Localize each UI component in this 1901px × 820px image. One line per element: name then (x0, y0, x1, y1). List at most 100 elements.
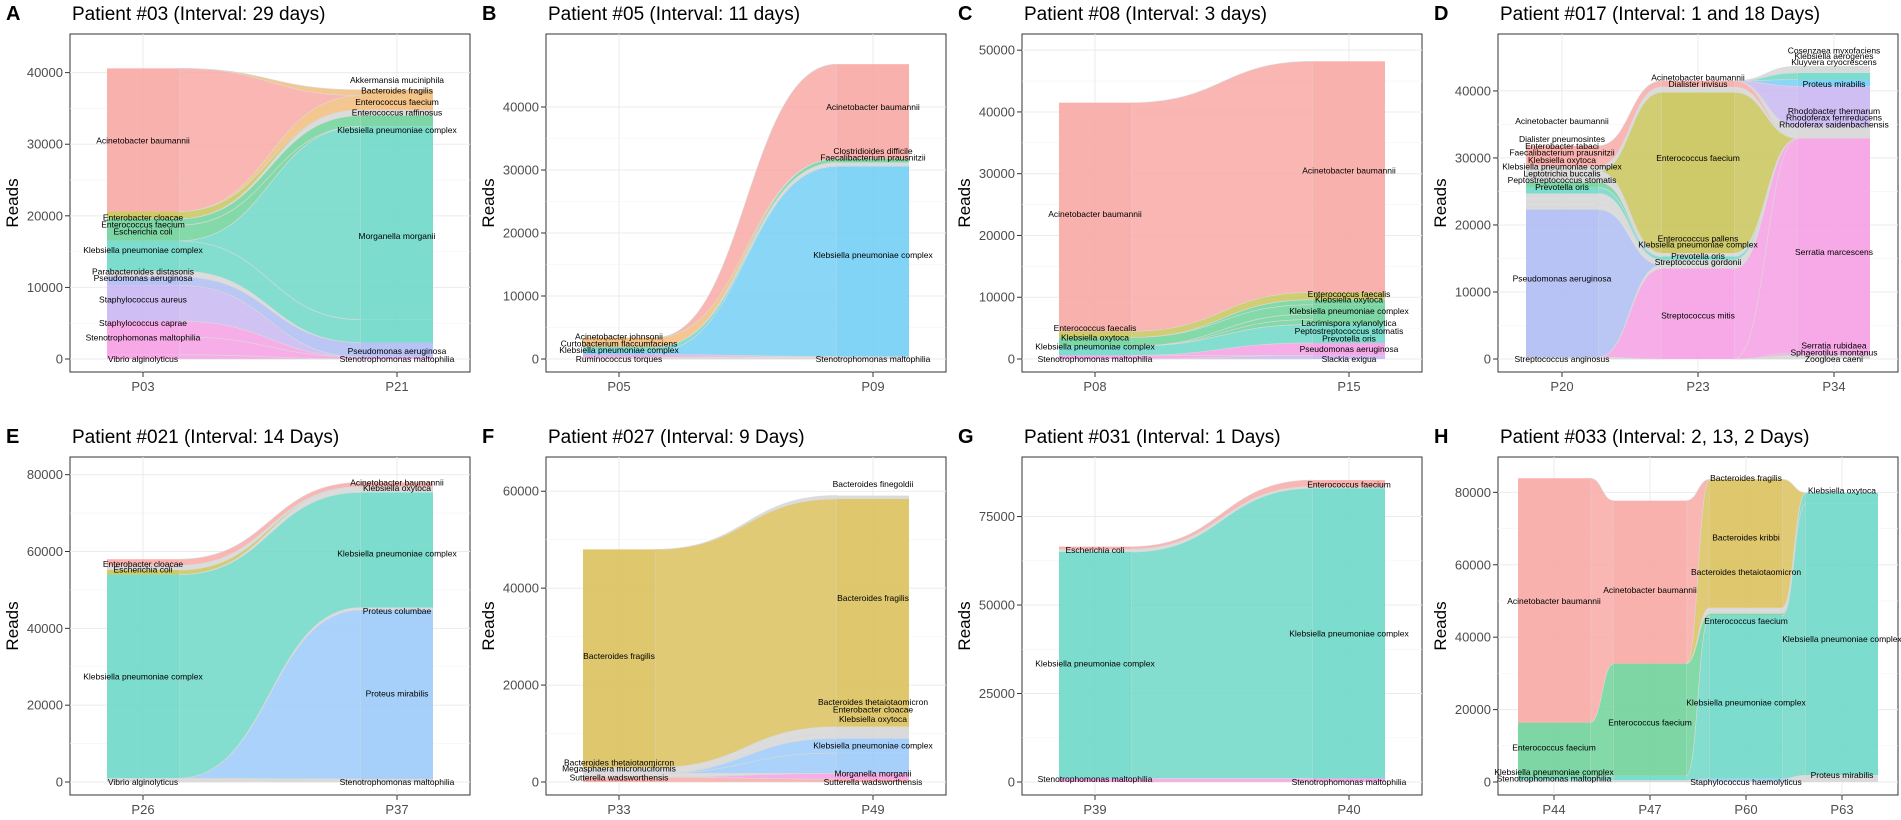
stratum-block (1526, 182, 1598, 188)
stratum-block (1798, 356, 1870, 359)
stratum-block (1798, 138, 1870, 353)
taxon-label: Escherichia coli (113, 227, 172, 237)
stratum-block (1662, 268, 1734, 359)
y-tick-label: 20000 (27, 698, 63, 713)
stratum-block (107, 569, 179, 575)
taxon-label: Enterobacter cloacae (103, 212, 184, 222)
taxon-label: Bacteroides thetaiotaomicron (564, 758, 674, 768)
y-axis-title: Reads (479, 178, 498, 227)
stratum-block (107, 225, 179, 241)
y-tick-label: 80000 (27, 467, 63, 482)
stratum-block (1710, 613, 1782, 616)
panel-title: Patient #05 (Interval: 11 days) (548, 4, 800, 25)
stratum-block (1313, 486, 1385, 489)
taxon-label: Klebsiella pneumoniae complex (559, 345, 679, 355)
y-tick-label: 10000 (503, 289, 539, 304)
taxon-label: Enterobacter cloacae (103, 559, 184, 569)
flow-ribbon (1130, 778, 1314, 783)
panel-letter: E (6, 426, 19, 448)
taxon-label: Escherichia coli (1065, 545, 1124, 555)
panel-title: Patient #031 (Interval: 1 Days) (1024, 427, 1281, 448)
taxon-label: Vibrio alginolyticus (108, 777, 178, 787)
stratum-block (361, 126, 433, 320)
taxon-label: Enterococcus faecium (355, 97, 439, 107)
stratum-block (1059, 346, 1131, 356)
panel-title: Patient #027 (Interval: 9 Days) (548, 427, 805, 448)
panel-letter: G (958, 426, 974, 448)
y-tick-label: 60000 (27, 544, 63, 559)
taxon-label: Stenotrophomonas maltophilia (1038, 774, 1153, 784)
y-tick-label: 20000 (1455, 702, 1491, 717)
taxon-label: Bacteroides fragilis (361, 86, 433, 96)
y-tick-label: 30000 (503, 163, 539, 178)
stratum-block (583, 767, 655, 774)
taxon-label: Escherichia coli (113, 565, 172, 575)
taxon-label: Curtobacterium flaccumfaciens (561, 338, 678, 348)
taxon-label: Enterococcus faecium (1704, 616, 1788, 626)
taxon-label: Enterococcus faecium (101, 219, 185, 229)
panel-letter: D (1434, 3, 1448, 25)
stratum-block (1526, 187, 1598, 194)
y-tick-label: 0 (532, 352, 539, 367)
panel-b: B Patient #05 (Interval: 11 days) 0 10000 20… (479, 3, 947, 394)
taxon-label: Enterococcus faecium (1512, 743, 1596, 753)
flow-ribbon (1781, 479, 1807, 609)
stratum-block (1806, 492, 1878, 504)
panel-title: Patient #021 (Interval: 14 Days) (72, 427, 339, 448)
y-tick-label: 0 (1008, 352, 1015, 367)
stratum-block (583, 549, 655, 768)
stratum-block (1710, 607, 1782, 611)
stratum-block (1518, 478, 1590, 723)
stratum-block (1662, 265, 1734, 269)
stratum-block (1059, 337, 1131, 347)
taxon-label: Klebsiella pneumoniae complex (813, 250, 933, 260)
x-tick-label: P23 (1686, 379, 1709, 394)
stratum-block (583, 773, 655, 778)
taxon-label: Pseudomonas aeruginosa (1513, 274, 1612, 284)
stratum-block (107, 270, 179, 277)
taxon-label: Acinetobacter baumannii (96, 136, 190, 146)
taxon-label: Bacteroides thetaiotaomicron (818, 697, 928, 707)
taxon-label: Vibrio alginolyticus (108, 354, 178, 364)
stratum-block (1798, 126, 1870, 131)
stratum-block (1059, 778, 1131, 782)
stratum-block (1313, 342, 1385, 356)
stratum-block (361, 778, 433, 782)
y-tick-label: 0 (56, 775, 63, 790)
y-tick-label: 20000 (1455, 217, 1491, 232)
stratum-block (1313, 292, 1385, 300)
flow-ribbon (1589, 477, 1615, 723)
y-axis-title: Reads (1431, 178, 1450, 227)
taxon-label: Klebsiella pneumoniae complex (1035, 658, 1155, 668)
stratum-block (583, 347, 655, 352)
taxon-label: Klebsiella pneumoniae complex (813, 741, 933, 751)
stratum-block (1313, 488, 1385, 779)
stratum-block (837, 495, 909, 499)
stratum-block (361, 492, 433, 608)
taxon-label: Klebsiella aerogenes (1795, 51, 1874, 61)
y-tick-label: 20000 (27, 208, 63, 223)
y-axis-title: Reads (1431, 601, 1450, 650)
stratum-block (361, 95, 433, 110)
stratum-block (107, 276, 179, 286)
panel-g: G Patient #031 (Interval: 1 Days) 0 25000 50… (955, 426, 1423, 817)
x-tick-label: P37 (385, 802, 408, 817)
taxon-label: Slackia exigua (1322, 354, 1377, 364)
stratum-block (1614, 663, 1686, 776)
y-tick-label: 25000 (979, 686, 1015, 701)
stratum-block (1526, 171, 1598, 177)
stratum-block (107, 574, 179, 779)
taxon-label: Acinetobacter baumannii (1651, 73, 1745, 83)
stratum-block (1526, 198, 1598, 205)
y-tick-label: 0 (1008, 775, 1015, 790)
taxon-label: Klebsiella oxytoca (1315, 295, 1383, 305)
flow-ribbon (1685, 479, 1711, 664)
taxon-label: Bacteroides fragilis (583, 651, 655, 661)
taxon-label: Serratia marcescens (1795, 247, 1873, 257)
stratum-block (1614, 775, 1686, 781)
taxon-label: Klebsiella oxytoca (839, 714, 907, 724)
stratum-block (1313, 319, 1385, 325)
stratum-block (837, 356, 909, 359)
stratum-block (583, 351, 655, 355)
